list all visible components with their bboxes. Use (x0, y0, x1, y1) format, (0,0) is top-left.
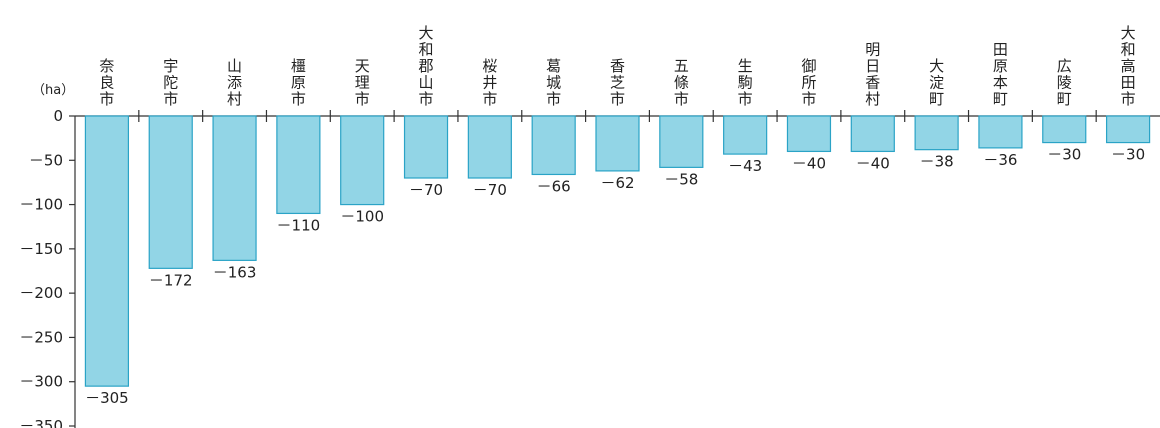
data-label: －30 (1047, 146, 1081, 164)
data-label: －43 (728, 157, 762, 175)
category-label: 大和高田市 (1121, 24, 1136, 108)
category-label: 明日香村 (865, 41, 880, 109)
bar (531, 115, 576, 176)
category-label: 天理市 (355, 57, 370, 108)
category-label: 橿原市 (291, 57, 306, 108)
category-label: 宇陀市 (163, 57, 178, 108)
bar (340, 115, 385, 206)
y-tick-label: －150 (19, 240, 63, 258)
data-label: －172 (149, 271, 193, 289)
bar (212, 115, 257, 261)
bar (914, 115, 959, 151)
bar (723, 115, 768, 155)
bars (84, 115, 1151, 387)
bar (148, 115, 193, 269)
unit-label: （ha） (32, 83, 74, 98)
bar (403, 115, 449, 179)
data-labels: －305 －172 －163 －110 －100 －70 －70 －66 －62 －58 －43 －4… (85, 146, 1145, 408)
y-tick-label: －300 (19, 373, 63, 391)
category-label: 大和郡山市 (419, 24, 434, 108)
data-label: －58 (664, 170, 698, 188)
category-label: 葛城市 (546, 57, 561, 108)
data-label: －66 (537, 177, 571, 195)
bar (978, 115, 1023, 149)
bar (276, 115, 321, 215)
category-label: 香芝市 (610, 57, 625, 108)
y-tick-label: －200 (19, 284, 63, 302)
y-tick-label: －100 (19, 196, 63, 214)
category-label: 御所市 (801, 57, 816, 108)
bar (786, 115, 832, 153)
category-label: 田原本町 (993, 41, 1008, 109)
category-label: 五條市 (674, 57, 689, 108)
y-tick-label: －250 (19, 328, 63, 346)
y-tick-label: 0 (53, 107, 63, 125)
bar (1042, 115, 1087, 144)
category-label: 奈良市 (99, 57, 114, 108)
y-axis: 0 －50 －100 －150 －200 －250 －300 －350 (19, 107, 76, 428)
category-labels: 奈良市 宇陀市 山添村 橿原市 天理市 大和郡山市 桜井市 葛城市 香芝市 五條市 生駒市 御所市 明日… (99, 24, 1135, 108)
bar (1105, 115, 1151, 144)
y-tick-label: －350 (19, 417, 63, 428)
data-label: －110 (277, 216, 321, 234)
data-label: －70 (473, 181, 507, 199)
category-label: 桜井市 (482, 57, 497, 108)
data-label: －163 (213, 263, 257, 281)
bar (467, 115, 512, 179)
category-label: 大淀町 (929, 57, 944, 108)
bar (659, 115, 704, 168)
bar (595, 115, 640, 172)
category-label: 広陵町 (1057, 57, 1072, 108)
data-label: －70 (409, 181, 443, 199)
data-label: －40 (792, 154, 826, 172)
category-label: 生駒市 (738, 57, 753, 108)
bar (84, 115, 130, 387)
data-label: －62 (600, 174, 634, 192)
data-label: －100 (340, 208, 384, 226)
bar (850, 115, 895, 153)
y-tick-label: －50 (29, 151, 63, 169)
data-label: －305 (85, 389, 129, 407)
data-label: －30 (1111, 146, 1145, 164)
data-label: －40 (856, 154, 890, 172)
category-label: 山添村 (227, 57, 242, 108)
data-label: －38 (920, 153, 954, 171)
data-label: －36 (983, 151, 1017, 169)
